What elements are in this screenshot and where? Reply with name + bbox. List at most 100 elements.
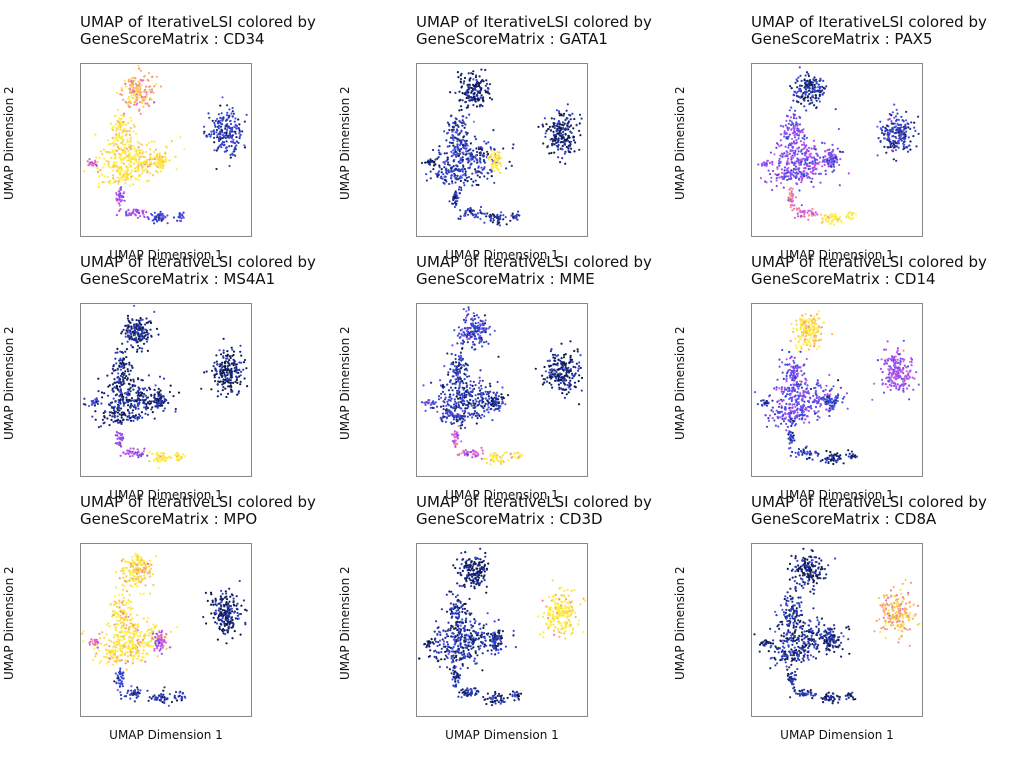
scatter-point xyxy=(889,143,892,147)
scatter-point xyxy=(463,212,466,215)
scatter-point xyxy=(494,163,497,166)
scatter-point xyxy=(546,146,549,149)
scatter-point xyxy=(232,350,236,353)
scatter-point xyxy=(909,127,912,130)
scatter-point xyxy=(460,342,463,345)
scatter-point xyxy=(150,88,154,91)
scatter-point xyxy=(809,102,812,105)
scatter-point xyxy=(465,385,468,389)
scatter-point xyxy=(471,72,474,76)
scatter-point xyxy=(569,379,572,382)
scatter-point xyxy=(123,112,126,115)
scatter-point xyxy=(467,97,470,100)
scatter-point xyxy=(139,319,142,322)
scatter-point xyxy=(131,366,134,369)
scatter-point xyxy=(443,365,446,368)
scatter-point xyxy=(792,156,795,159)
scatter-point xyxy=(153,417,156,420)
scatter-point xyxy=(812,78,815,81)
scatter-point xyxy=(798,130,801,133)
scatter-point xyxy=(136,348,139,351)
scatter-point xyxy=(552,133,555,136)
scatter-point xyxy=(126,391,129,394)
scatter-point xyxy=(473,87,476,90)
scatter-point xyxy=(450,397,453,400)
scatter-point xyxy=(94,398,97,401)
scatter-point xyxy=(218,136,221,139)
scatter-point xyxy=(230,376,233,379)
scatter-point xyxy=(459,351,462,354)
scatter-point xyxy=(519,453,522,456)
scatter-point xyxy=(107,181,110,184)
scatter-point xyxy=(480,338,483,341)
scatter-point xyxy=(149,321,153,325)
scatter-point xyxy=(131,346,135,349)
scatter-point xyxy=(444,420,447,423)
scatter-point xyxy=(107,165,110,168)
scatter-point xyxy=(232,138,235,141)
scatter-point xyxy=(793,136,797,139)
scatter-point xyxy=(818,85,822,88)
scatter-point xyxy=(219,116,222,119)
scatter-point xyxy=(465,382,468,385)
scatter-point xyxy=(122,413,125,416)
scatter-point xyxy=(811,177,814,180)
scatter-point xyxy=(141,452,144,455)
scatter-point xyxy=(130,325,133,328)
scatter-point xyxy=(214,368,217,371)
scatter-point xyxy=(130,85,133,88)
scatter-point xyxy=(832,169,836,172)
scatter-point xyxy=(790,200,793,203)
scatter-point xyxy=(460,130,463,133)
scatter-point xyxy=(505,451,508,454)
scatter-point xyxy=(449,413,452,416)
scatter-point xyxy=(131,337,134,340)
scatter-point xyxy=(146,454,149,457)
scatter-point xyxy=(821,217,824,221)
scatter-point xyxy=(780,144,783,147)
scatter-point xyxy=(226,379,229,382)
scatter-point xyxy=(116,144,119,147)
scatter-point xyxy=(453,365,456,368)
scatter-point xyxy=(467,306,470,309)
scatter-point xyxy=(466,399,469,402)
scatter-point xyxy=(141,172,144,175)
scatter-point xyxy=(574,386,577,389)
scatter-point xyxy=(822,91,825,94)
scatter-point xyxy=(788,162,791,165)
panel-title: UMAP of IterativeLSI colored by GeneScor… xyxy=(416,254,716,288)
scatter-point xyxy=(467,327,470,330)
scatter-point xyxy=(141,394,144,397)
scatter-point xyxy=(834,108,837,111)
scatter-point xyxy=(132,208,136,211)
scatter-point xyxy=(471,98,475,101)
scatter-point xyxy=(834,212,837,216)
scatter-point xyxy=(219,363,222,366)
scatter-point xyxy=(146,321,150,324)
scatter-point xyxy=(156,451,159,454)
scatter-point xyxy=(431,406,434,409)
scatter-point xyxy=(478,399,481,402)
scatter-point xyxy=(560,342,563,345)
scatter-point xyxy=(476,326,479,330)
scatter-point xyxy=(226,350,229,353)
scatter-point xyxy=(475,422,478,425)
scatter-point xyxy=(534,367,537,370)
scatter-point xyxy=(479,331,482,334)
scatter-point xyxy=(144,406,147,409)
scatter-point xyxy=(766,160,769,163)
scatter-point xyxy=(439,416,442,419)
scatter-point xyxy=(139,112,142,115)
scatter-point xyxy=(235,144,238,147)
scatter-point xyxy=(477,386,481,389)
scatter-point xyxy=(456,389,459,392)
scatter-point xyxy=(158,401,162,404)
scatter-point xyxy=(499,214,502,217)
scatter-point xyxy=(439,405,443,408)
scatter-point xyxy=(131,454,134,458)
scatter-point xyxy=(129,213,132,216)
scatter-point xyxy=(455,435,458,438)
scatter-point xyxy=(127,149,130,152)
scatter-point xyxy=(800,102,803,105)
scatter-point xyxy=(556,132,560,135)
